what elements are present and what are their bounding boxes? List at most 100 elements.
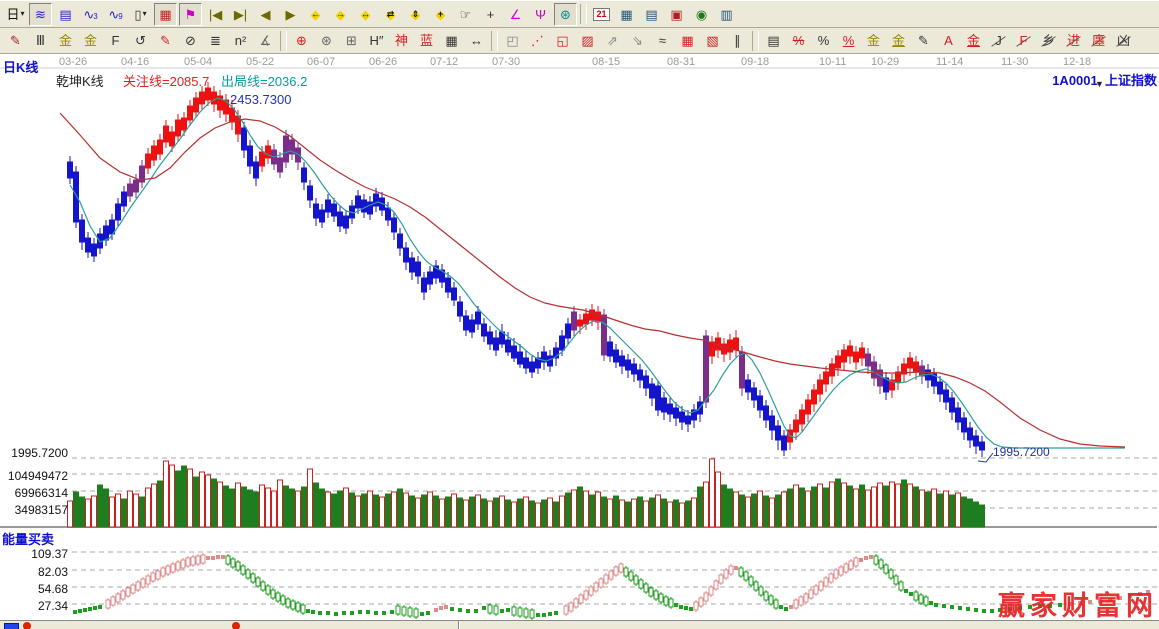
spider-web-icon[interactable]: ⊛ bbox=[315, 29, 338, 52]
quote-board-icon[interactable]: ▤ bbox=[54, 3, 77, 26]
expand-horizontal-icon[interactable]: ◆ ↔ bbox=[360, 6, 371, 22]
drag-hand-icon[interactable]: ☞ bbox=[454, 3, 477, 26]
last-page-button[interactable]: ▶| bbox=[229, 3, 252, 26]
gold-coin-icon[interactable]: 金 bbox=[862, 29, 885, 52]
advance-icon[interactable]: 进 bbox=[1062, 29, 1085, 52]
shen-gann-icon[interactable]: 神 bbox=[390, 29, 413, 52]
signal-flag-icon[interactable]: ⚑ bbox=[179, 2, 202, 26]
period-label: 日K线 bbox=[3, 60, 39, 75]
ruler-grid-icon[interactable]: ▦ bbox=[440, 29, 463, 52]
ruler-grid-icon: ▦ bbox=[445, 33, 458, 48]
scroll-left-icon[interactable]: ◆ ← bbox=[310, 6, 321, 22]
minute-chart-3-icon[interactable]: ∿ 3 bbox=[83, 6, 98, 22]
fibonacci-icon[interactable]: F bbox=[104, 29, 127, 52]
notepad-icon[interactable]: ▤ bbox=[640, 3, 663, 26]
last-page-button: ▶| bbox=[233, 6, 248, 22]
j-tool-icon[interactable]: J bbox=[987, 29, 1010, 52]
gold-coin-icon: 金 bbox=[866, 33, 880, 48]
n-square-icon[interactable]: n² bbox=[229, 29, 252, 52]
percent-line-icon[interactable]: % bbox=[837, 29, 860, 52]
brush-icon[interactable]: ✎ bbox=[912, 29, 935, 52]
gann-fan-icon[interactable]: ⋰ bbox=[526, 29, 549, 52]
percent-icon[interactable]: % bbox=[812, 29, 835, 52]
page-left-button[interactable]: ◀ bbox=[254, 3, 277, 26]
grid-lines-icon[interactable]: Ⅲ bbox=[29, 29, 52, 52]
box-tool-icon[interactable]: ◰ bbox=[501, 29, 524, 52]
price-grid-icon: ▦ bbox=[681, 33, 694, 48]
period-daily-button[interactable]: 日 ▾ bbox=[6, 6, 25, 22]
calculator-icon[interactable]: ▦ bbox=[615, 3, 638, 26]
peak-price-label: 2453.7300 bbox=[230, 92, 292, 107]
page-right-button[interactable]: ▶ bbox=[279, 3, 302, 26]
wave-a-icon[interactable]: A bbox=[937, 29, 960, 52]
fan-box-icon[interactable]: ◱ bbox=[551, 29, 574, 52]
fan-grid-icon[interactable]: ▨ bbox=[576, 29, 599, 52]
x-tool-icon[interactable]: 凶 bbox=[1112, 29, 1135, 52]
scroll-right-icon[interactable]: ◆ → bbox=[335, 6, 346, 22]
multi-line-icon[interactable]: 乡 bbox=[1037, 29, 1060, 52]
notepad-icon: ▤ bbox=[645, 6, 658, 22]
qiankun-kline-icon[interactable]: ▦ bbox=[154, 2, 177, 26]
density-lines-icon[interactable]: ≣ bbox=[204, 29, 227, 52]
toolbar-separator bbox=[580, 4, 587, 24]
golden-section-icon[interactable]: 金 bbox=[54, 29, 77, 52]
chan-icon[interactable]: 廛 bbox=[1087, 29, 1110, 52]
compress-horizontal-icon[interactable]: ◆ ⇄ bbox=[385, 6, 396, 22]
price-grid-icon[interactable]: ▦ bbox=[676, 29, 699, 52]
circle-grid-icon: ⊞ bbox=[346, 33, 357, 48]
width-measure-icon[interactable]: ↔ bbox=[465, 29, 488, 52]
chan-icon: 廛 bbox=[1091, 33, 1105, 48]
parallel-lines-icon: ∥ bbox=[734, 33, 741, 48]
window-icon[interactable] bbox=[4, 623, 19, 629]
wave-count-icon[interactable]: H″ bbox=[365, 29, 388, 52]
angle-line-icon[interactable]: ∠ bbox=[504, 3, 527, 26]
smart-analysis-icon[interactable]: ⊛ bbox=[554, 2, 577, 26]
draw-mark-icon[interactable]: ✎ bbox=[154, 29, 177, 52]
red-dot-icon[interactable] bbox=[23, 622, 31, 629]
trend-channel-icon[interactable]: ⇘ bbox=[626, 29, 649, 52]
trend-line-icon[interactable]: ⇗ bbox=[601, 29, 624, 52]
spiral-icon[interactable]: ↺ bbox=[129, 29, 152, 52]
symbol-header: 1A0001 上证指数 bbox=[1052, 70, 1157, 89]
lan-gann-icon[interactable]: 蓝 bbox=[415, 29, 438, 52]
refresh-data-icon[interactable]: ◉ bbox=[690, 3, 713, 26]
red-dot-icon[interactable] bbox=[232, 622, 240, 629]
wave-line-icon: ≈ bbox=[658, 33, 667, 48]
stats-board-icon[interactable]: ▤ bbox=[762, 29, 785, 52]
cycle-circle-icon[interactable]: ⊘ bbox=[179, 29, 202, 52]
status-strip bbox=[0, 620, 1159, 629]
advance-icon: 进 bbox=[1066, 33, 1080, 48]
target-circle-icon[interactable]: ⊕ bbox=[290, 29, 313, 52]
calendar-icon[interactable]: 21 bbox=[590, 3, 613, 26]
symbol-code: 1A0001 bbox=[1052, 73, 1098, 88]
pitchfork-icon[interactable]: Ψ bbox=[529, 3, 552, 26]
chart-area[interactable]: 03-26 04-16 05-04 05-22 06-07 06-26 07-12 07-30… bbox=[0, 54, 1159, 621]
first-page-button[interactable]: |◀ bbox=[204, 3, 227, 26]
circle-grid-icon[interactable]: ⊞ bbox=[340, 29, 363, 52]
date-tick-05-04: 05-04 bbox=[184, 56, 213, 68]
price-grid-arrow-icon[interactable]: ▧ bbox=[701, 29, 724, 52]
minute-chart-9-icon[interactable]: ∿ 9 bbox=[108, 6, 123, 22]
compress-vertical-icon[interactable]: ◆ ⇕ bbox=[410, 6, 421, 22]
parallel-lines-icon[interactable]: ∥ bbox=[726, 29, 749, 52]
golden-spiral-icon[interactable]: 金 bbox=[79, 29, 102, 52]
main-chart-icon[interactable]: ≋ bbox=[29, 2, 52, 26]
wave-line-icon[interactable]: ≈ bbox=[651, 29, 674, 52]
print-icon[interactable]: ▥ bbox=[715, 3, 738, 26]
save-icon[interactable]: ▣ bbox=[665, 3, 688, 26]
kline-chart-canvas[interactable] bbox=[0, 54, 1159, 620]
gold-line-icon[interactable]: 金 bbox=[887, 29, 910, 52]
strip-divider bbox=[458, 621, 460, 629]
crosshair-icon[interactable]: + bbox=[479, 3, 502, 26]
calendar-icon: 21 bbox=[593, 7, 610, 21]
f-tool-icon[interactable]: F bbox=[1012, 29, 1035, 52]
price-tick: 1995.7200 bbox=[11, 446, 68, 460]
gold-red-icon[interactable]: 金 bbox=[962, 29, 985, 52]
candle-style-button[interactable]: ▯ ▾ bbox=[134, 6, 147, 22]
fibonacci-icon: F bbox=[111, 33, 120, 48]
angle-measure-icon[interactable]: ∡ bbox=[254, 29, 277, 52]
draw-pencil-icon[interactable]: ✎ bbox=[4, 29, 27, 52]
chevron-down-icon[interactable]: ▼ bbox=[1095, 79, 1104, 89]
expand-all-icon[interactable]: ◆ + bbox=[435, 6, 446, 22]
percent-strike-icon[interactable]: % bbox=[787, 29, 810, 52]
